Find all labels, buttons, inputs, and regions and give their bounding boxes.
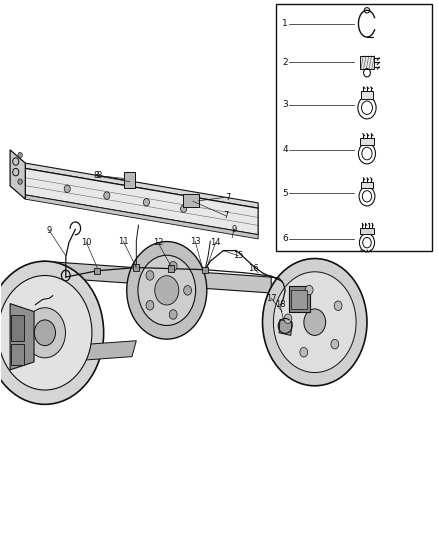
Text: 7: 7: [226, 193, 231, 202]
Text: 4: 4: [282, 146, 288, 155]
Circle shape: [0, 261, 104, 405]
Text: 5: 5: [282, 189, 288, 198]
Circle shape: [146, 271, 154, 280]
Circle shape: [18, 179, 22, 184]
Bar: [168, 265, 174, 272]
Circle shape: [170, 262, 177, 271]
Circle shape: [143, 199, 149, 206]
Circle shape: [262, 259, 367, 386]
Polygon shape: [73, 341, 136, 361]
Bar: [183, 194, 198, 207]
Text: 12: 12: [153, 238, 163, 247]
Circle shape: [284, 314, 292, 324]
Bar: [289, 286, 311, 312]
Bar: [11, 344, 24, 365]
Polygon shape: [279, 319, 292, 335]
Bar: [361, 182, 373, 188]
Circle shape: [127, 241, 207, 339]
Circle shape: [64, 185, 70, 192]
Circle shape: [300, 348, 307, 357]
Polygon shape: [43, 261, 271, 293]
Bar: [11, 316, 24, 341]
Bar: [361, 91, 373, 99]
Polygon shape: [25, 163, 258, 208]
Circle shape: [155, 276, 179, 305]
Circle shape: [25, 308, 65, 358]
Bar: [291, 290, 307, 309]
Text: 18: 18: [275, 300, 285, 309]
Circle shape: [180, 205, 187, 213]
Text: 9: 9: [46, 226, 52, 235]
Text: 1: 1: [282, 19, 288, 28]
Bar: [94, 268, 100, 274]
Text: 8: 8: [96, 171, 102, 180]
Bar: [360, 228, 374, 235]
Circle shape: [331, 340, 339, 349]
Circle shape: [184, 286, 191, 295]
Polygon shape: [25, 168, 258, 235]
Text: 2: 2: [282, 58, 288, 67]
Polygon shape: [10, 150, 25, 199]
Bar: [360, 55, 374, 69]
Text: 3: 3: [282, 100, 288, 109]
Bar: [133, 264, 139, 271]
Circle shape: [138, 255, 196, 326]
Text: 9: 9: [231, 225, 237, 234]
Text: 7: 7: [223, 211, 228, 220]
Circle shape: [304, 309, 325, 335]
Bar: [360, 138, 374, 144]
Circle shape: [18, 152, 22, 158]
Polygon shape: [10, 304, 34, 370]
Text: 13: 13: [190, 237, 200, 246]
Circle shape: [305, 285, 313, 295]
Polygon shape: [25, 195, 258, 239]
Text: 14: 14: [210, 238, 221, 247]
Circle shape: [334, 301, 342, 311]
Circle shape: [34, 320, 56, 346]
Circle shape: [273, 272, 356, 373]
Text: 6: 6: [282, 235, 288, 244]
Bar: [276, 4, 432, 251]
Bar: [202, 266, 208, 273]
Text: 10: 10: [81, 238, 92, 247]
Circle shape: [146, 301, 154, 310]
Text: 17: 17: [266, 294, 276, 303]
Text: 15: 15: [233, 252, 244, 261]
Circle shape: [104, 192, 110, 199]
Text: 11: 11: [118, 237, 128, 246]
Bar: [124, 172, 135, 188]
Text: 8: 8: [94, 171, 99, 180]
Circle shape: [170, 310, 177, 319]
Text: 16: 16: [248, 264, 259, 272]
Circle shape: [0, 276, 92, 390]
